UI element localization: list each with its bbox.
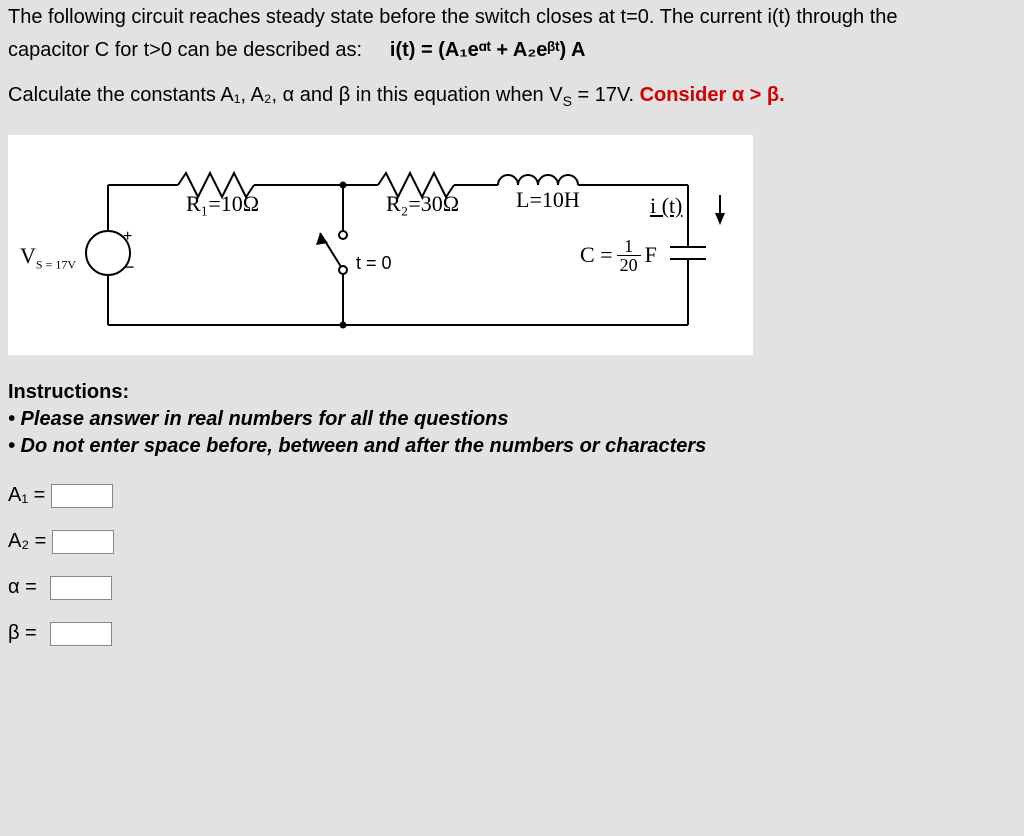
answer-a1: A₁ = [8,484,1016,508]
line3-sub: S [563,93,572,109]
line3-post: = 17V. [572,84,640,106]
a2-input[interactable] [52,530,114,554]
constraint: Consider α > β. [640,84,785,106]
problem-text: The following circuit reaches steady sta… [8,4,1016,111]
answer-beta: β = [8,622,1016,646]
a2-label: A₂ = [8,530,46,553]
i-label: i (t) [650,193,682,219]
beta-label: β = [8,622,44,645]
c-fraction: 1 20 [617,237,641,274]
line2-pre: capacitor C for t>0 can be described as: [8,39,362,61]
c-eq: C = [580,242,613,268]
c-unit: F [645,242,657,268]
circuit-diagram: VS = 17V + − R₁=10Ω R₂=30Ω L=10H i (t) t… [8,135,753,355]
alpha-input[interactable] [50,576,112,600]
problem-line-2: capacitor C for t>0 can be described as:… [8,37,1016,64]
a1-input[interactable] [51,484,113,508]
c-den: 20 [617,256,641,274]
c-label: C = 1 20 F [580,237,657,274]
vs-v: V [20,243,36,268]
answer-a2: A₂ = [8,530,1016,554]
c-num: 1 [617,237,641,256]
switch-label: t = 0 [356,253,392,274]
beta-input[interactable] [50,622,112,646]
answer-alpha: α = [8,576,1016,600]
source-plus: + [123,228,132,246]
line3-pre: Calculate the constants A₁, A₂, α and β … [8,84,563,106]
vs-sub: S = 17V [36,257,76,271]
r2-label: R₂=30Ω [386,191,459,217]
a1-label: A₁ = [8,484,45,507]
instruction-item: • Please answer in real numbers for all … [8,406,1016,433]
instructions: Instructions: • Please answer in real nu… [8,381,1016,460]
source-minus: − [124,257,135,278]
instructions-heading: Instructions: [8,381,1016,404]
instructions-list: • Please answer in real numbers for all … [8,406,1016,460]
r1-label: R₁=10Ω [186,191,259,217]
problem-line-3: Calculate the constants A₁, A₂, α and β … [8,82,1016,111]
l-label: L=10H [516,187,580,213]
instruction-item: • Do not enter space before, between and… [8,433,1016,460]
question-page: The following circuit reaches steady sta… [0,0,1024,666]
problem-line-1: The following circuit reaches steady sta… [8,4,1016,31]
current-equation: i(t) = (A₁eᵅᵗ + A₂eᵝᵗ) A [390,39,586,61]
alpha-label: α = [8,576,44,599]
vs-label: VS = 17V [20,243,76,272]
